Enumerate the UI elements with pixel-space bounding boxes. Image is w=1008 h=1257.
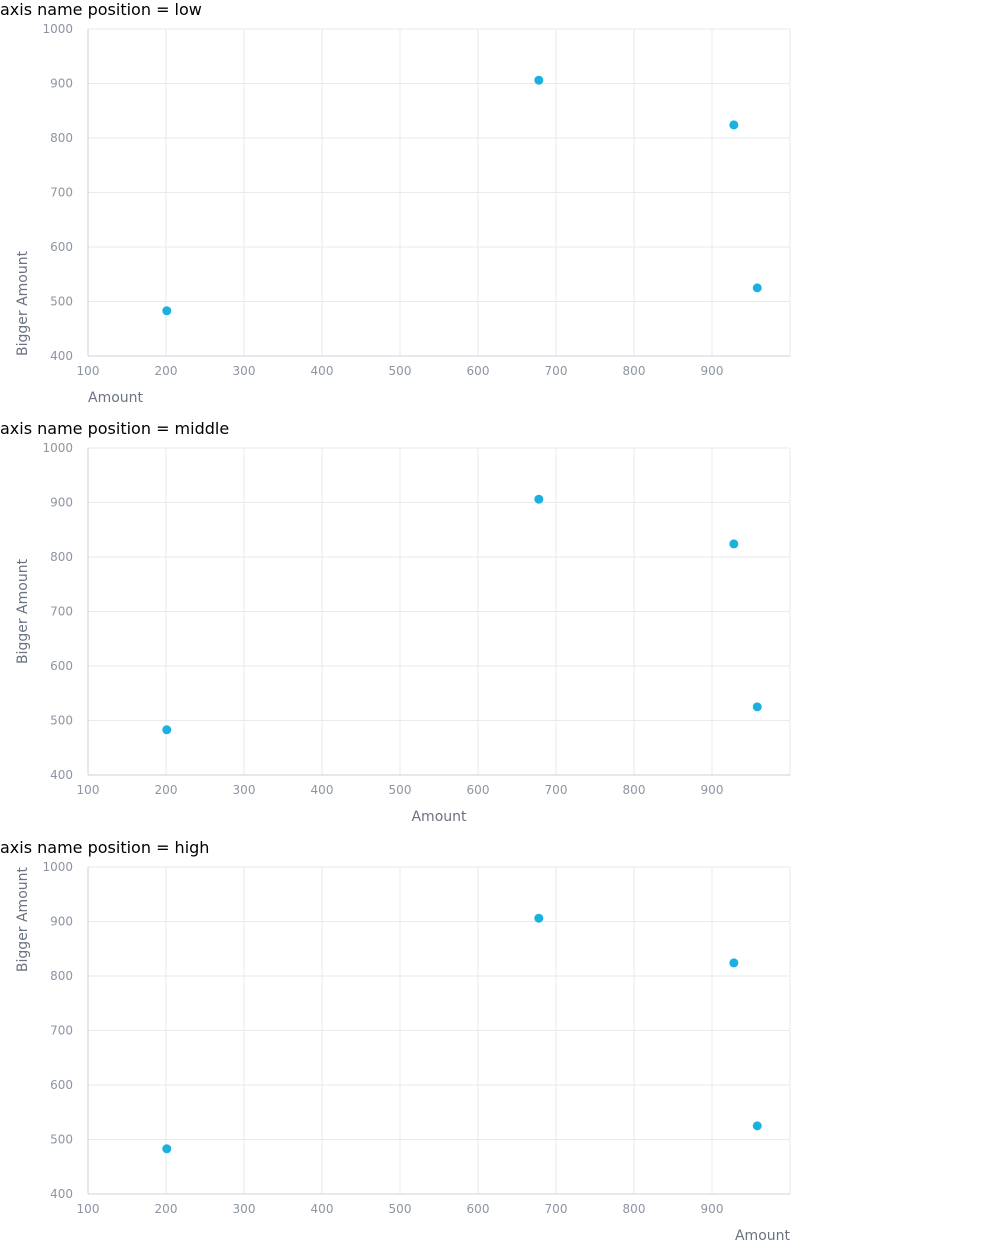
x-tick-label: 300 [233, 1202, 256, 1216]
scatter-point[interactable] [162, 306, 172, 316]
scatter-point[interactable] [729, 539, 739, 549]
y-tick-label: 700 [50, 186, 73, 200]
scatter-point[interactable] [534, 494, 544, 504]
x-tick-label: 400 [311, 1202, 334, 1216]
x-tick-label: 200 [155, 783, 178, 797]
chart-title: axis name position = low [0, 0, 202, 19]
chart-panel-high: axis name position = high 100 200 300 400 50… [0, 838, 1008, 1257]
y-tick-label: 900 [50, 496, 73, 510]
y-axis-name: Bigger Amount [15, 250, 31, 356]
scatter-point[interactable] [752, 283, 762, 293]
y-tick-label: 800 [50, 550, 73, 564]
x-tick-label: 800 [623, 1202, 646, 1216]
x-tick-label: 200 [155, 364, 178, 378]
x-tick-label: 800 [623, 364, 646, 378]
scatter-chart-middle: 100 200 300 400 500 600 700 800 900 400 500 600 700 8… [15, 441, 791, 825]
x-tick-label: 500 [389, 1202, 412, 1216]
chart-title: axis name position = high [0, 838, 210, 857]
x-tick-label: 600 [467, 783, 490, 797]
x-tick-label: 100 [77, 783, 100, 797]
y-tick-label: 600 [50, 1078, 73, 1092]
x-tick-label: 600 [467, 364, 490, 378]
x-axis-name: Amount [88, 390, 144, 406]
y-tick-label: 500 [50, 295, 73, 309]
x-tick-label: 200 [155, 1202, 178, 1216]
scatter-point[interactable] [752, 1121, 762, 1131]
x-tick-label: 500 [389, 364, 412, 378]
y-tick-label: 400 [50, 349, 73, 363]
x-tick-label: 300 [233, 364, 256, 378]
y-tick-label: 1000 [42, 441, 73, 455]
y-tick-label: 800 [50, 131, 73, 145]
scatter-point[interactable] [729, 958, 739, 968]
y-tick-label: 1000 [42, 860, 73, 874]
scatter-point[interactable] [162, 1144, 172, 1154]
x-tick-label: 900 [701, 364, 724, 378]
scatter-point[interactable] [162, 725, 172, 735]
x-tick-label: 800 [623, 783, 646, 797]
scatter-point[interactable] [534, 75, 544, 85]
y-tick-label: 900 [50, 915, 73, 929]
x-tick-label: 600 [467, 1202, 490, 1216]
scatter-chart-high: 100 200 300 400 500 600 700 800 900 400 500 600 700 8… [15, 860, 791, 1244]
y-tick-label: 500 [50, 714, 73, 728]
y-tick-label: 900 [50, 77, 73, 91]
x-axis-name: Amount [735, 1228, 791, 1244]
y-tick-label: 800 [50, 969, 73, 983]
x-tick-label: 400 [311, 364, 334, 378]
y-tick-label: 600 [50, 240, 73, 254]
y-tick-label: 1000 [42, 22, 73, 36]
y-tick-label: 700 [50, 605, 73, 619]
scatter-chart-low: 100 200 300 400 500 600 700 800 900 400 500 600 700 8… [15, 22, 791, 406]
y-tick-label: 700 [50, 1024, 73, 1038]
chart-panel-middle: axis name position = middle 100 200 300 400… [0, 419, 1008, 838]
x-tick-label: 400 [311, 783, 334, 797]
x-tick-label: 300 [233, 783, 256, 797]
x-tick-label: 900 [701, 1202, 724, 1216]
y-tick-label: 500 [50, 1133, 73, 1147]
scatter-point[interactable] [752, 702, 762, 712]
y-tick-label: 400 [50, 1187, 73, 1201]
y-tick-label: 600 [50, 659, 73, 673]
chart-panel-low: axis name position = low 100 200 300 400 500… [0, 0, 1008, 419]
chart-title: axis name position = middle [0, 419, 230, 438]
x-axis-name: Amount [411, 809, 467, 825]
scatter-point[interactable] [534, 913, 544, 923]
y-tick-label: 400 [50, 768, 73, 782]
x-tick-label: 700 [545, 783, 568, 797]
x-tick-label: 100 [77, 1202, 100, 1216]
x-tick-label: 500 [389, 783, 412, 797]
y-axis-name: Bigger Amount [15, 558, 31, 664]
scatter-point[interactable] [729, 120, 739, 130]
x-tick-label: 700 [545, 1202, 568, 1216]
x-tick-label: 700 [545, 364, 568, 378]
x-tick-label: 900 [701, 783, 724, 797]
x-tick-label: 100 [77, 364, 100, 378]
y-axis-name: Bigger Amount [15, 866, 31, 972]
